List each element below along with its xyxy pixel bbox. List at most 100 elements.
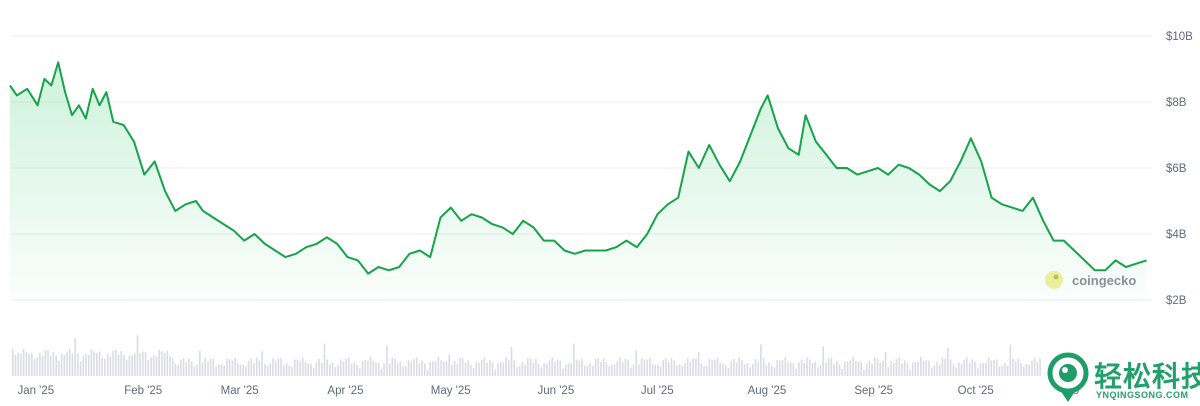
volume-bar [310,364,312,376]
volume-bar [789,362,792,376]
volume-bar [418,363,421,376]
volume-bar [1006,365,1009,376]
volume-bar [432,361,434,376]
volume-bar [798,362,800,376]
volume-bar [483,357,486,376]
volume-bar [453,360,456,376]
volume-bar [464,362,467,376]
volume-bar [556,359,559,376]
volume-bar [68,349,71,376]
volume-bar [632,364,635,376]
volume-bar [952,364,955,376]
volume-bar [98,351,101,376]
volume-bar [345,358,347,376]
volume-bar [697,352,700,376]
volume-bar [562,368,564,376]
volume-bar [274,361,277,376]
volume-bar [933,365,936,376]
volume-bar [478,362,480,376]
volume-bar [627,359,629,376]
volume-bar [963,359,965,376]
volume-bar [215,366,217,376]
volume-bar [906,362,909,376]
volume-bar [1039,358,1041,376]
volume-bar [41,355,44,376]
volume-bar [144,352,147,376]
volume-bar [754,359,757,376]
volume-bar [372,361,375,376]
x-tick-label: Apr '25 [327,385,363,397]
volume-bar [651,364,654,376]
volume-bar [654,364,656,376]
volume-bar [814,361,816,376]
x-tick-label: Jun '25 [538,385,575,397]
volume-bar [998,366,1001,376]
volume-bar [993,360,995,376]
volume-bar [838,364,841,376]
volume-bar [353,362,356,376]
volume-bar [377,362,380,376]
volume-bar [684,362,686,376]
volume-bar [337,364,339,376]
volume-bar [185,362,188,376]
volume-bar [667,362,670,376]
volume-bar [166,350,169,376]
y-tick-label: $2B [1166,295,1187,307]
volume-bar [494,369,497,376]
volume-bar [109,356,112,376]
volume-bar [947,348,949,376]
volume-bar [792,363,795,376]
volume-bar [231,360,234,376]
volume-bar [396,363,399,376]
volume-bar [1028,364,1030,376]
volume-bar [676,365,678,376]
volume-bar [781,360,784,376]
volume-bar [277,358,280,376]
volume-bar [589,363,591,376]
volume-bar [730,361,732,376]
volume-bar [361,360,364,376]
y-tick-label: $6B [1166,163,1187,175]
volume-bar [985,362,987,376]
volume-bar [920,357,922,376]
volume-bar [873,357,876,376]
volume-bar [364,360,366,376]
volume-bar [817,367,819,376]
volume-bar [39,353,41,376]
volume-bar [586,365,589,376]
volume-bar [903,360,906,376]
volume-bar [518,366,521,376]
x-tick-label: Oct '25 [958,385,994,397]
volume-bar [380,369,383,376]
volume-bar [765,365,768,376]
volume-bar [681,365,684,376]
volume-bar [293,359,296,376]
volume-bar [499,362,502,376]
volume-bar [445,361,448,376]
volume-bar [844,361,846,376]
volume-bar [833,364,835,376]
volume-bar [424,363,426,376]
volume-bar [85,354,87,376]
volume-bar [139,353,141,376]
volume-bar [898,357,900,376]
volume-bar [928,360,930,376]
volume-bar [841,368,843,376]
volume-bar [895,359,898,376]
volume-bar [860,361,862,376]
volume-bar [96,353,98,376]
volume-bar [1001,366,1003,376]
volume-bar [830,357,833,376]
volume-bar [399,361,402,376]
volume-bar [1036,362,1039,376]
volume-bar [486,362,488,376]
volume-bar [77,353,79,376]
x-axis-ticks: Jan '25 Feb '25 Mar '25 Apr '25 May '25 Jun '… [17,385,1079,397]
volume-bar [331,362,334,376]
volume-bar [624,358,627,376]
volume-bar [443,361,445,376]
volume-bar [1009,344,1012,376]
volume-bar [456,364,459,376]
volume-bar [60,354,63,376]
